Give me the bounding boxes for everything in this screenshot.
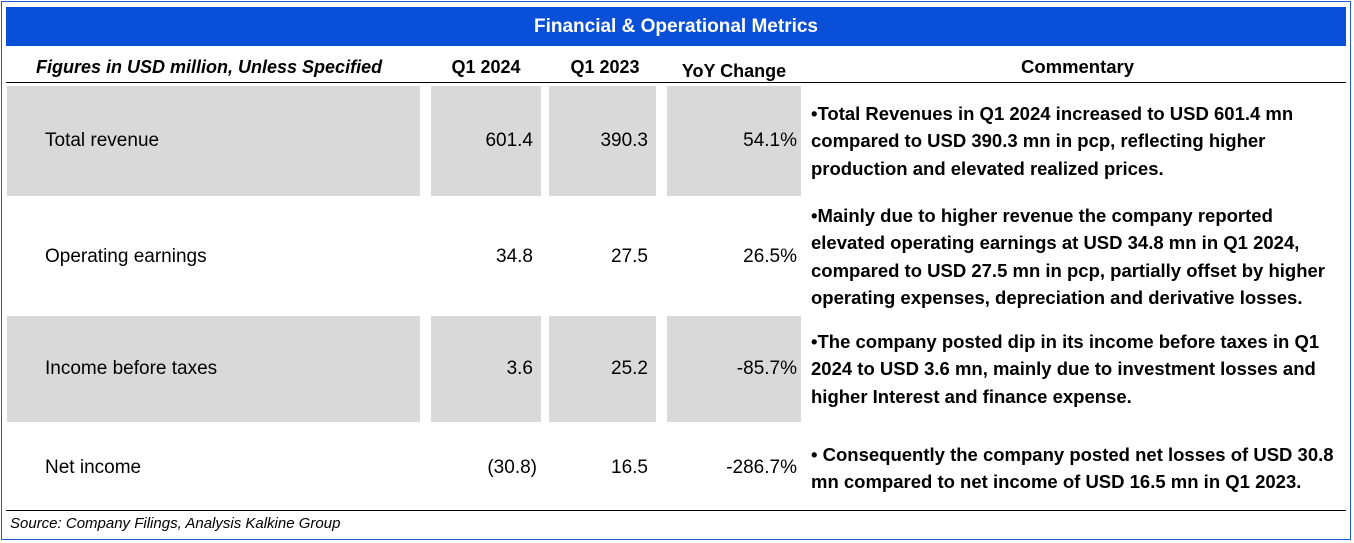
row-commentary: •Mainly due to higher revenue the compan… bbox=[811, 204, 1325, 309]
table-title: Financial & Operational Metrics bbox=[6, 7, 1346, 46]
row-value-q1-2023: 27.5 bbox=[611, 245, 648, 267]
row-value-yoy: -85.7% bbox=[667, 316, 801, 422]
header-yoy-change: YoY Change bbox=[681, 60, 787, 81]
row-value-q1-2023: 16.5 bbox=[611, 457, 648, 478]
footer-divider bbox=[6, 510, 1346, 511]
row-commentary: •The company posted dip in its income be… bbox=[811, 330, 1320, 407]
header-q1-2024: Q1 2024 bbox=[451, 56, 521, 77]
row-value-yoy: -286.7% bbox=[726, 457, 797, 478]
row-value-yoy: 54.1% bbox=[667, 86, 801, 196]
row-commentary: •Total Revenues in Q1 2024 increased to … bbox=[811, 102, 1294, 179]
row-value-q1-2024: 601.4 bbox=[431, 86, 541, 196]
row-value-yoy: 26.5% bbox=[743, 245, 797, 267]
row-value-q1-2024: 3.6 bbox=[431, 316, 541, 422]
row-commentary: • Consequently the company posted net lo… bbox=[811, 443, 1334, 493]
header-figures-note: Figures in USD million, Unless Specified bbox=[36, 56, 383, 77]
row-label: Income before taxes bbox=[7, 316, 420, 422]
row-label: Total revenue bbox=[7, 86, 420, 196]
row-value-q1-2024: 34.8 bbox=[496, 245, 533, 267]
header-q1-2023: Q1 2023 bbox=[570, 56, 640, 77]
row-value-q1-2024: (30.8) bbox=[487, 457, 537, 478]
row-label: Net income bbox=[45, 457, 142, 478]
source-note: Source: Company Filings, Analysis Kalkin… bbox=[10, 515, 341, 532]
header-commentary: Commentary bbox=[1020, 56, 1135, 78]
row-label: Operating earnings bbox=[45, 245, 207, 267]
header-divider bbox=[6, 82, 1346, 83]
row-value-q1-2023: 390.3 bbox=[549, 86, 656, 196]
row-value-q1-2023: 25.2 bbox=[549, 316, 656, 422]
